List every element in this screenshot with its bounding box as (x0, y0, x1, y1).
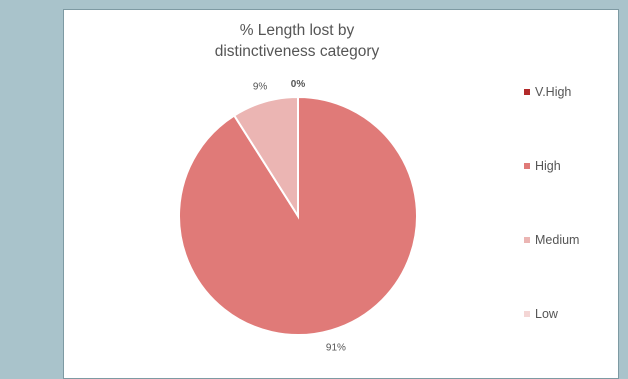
legend-item-v-high: V.High (524, 85, 571, 99)
pie-chart: 0% 91% 9% (178, 79, 418, 354)
legend-label-high: High (535, 159, 561, 173)
chart-title-line-2: distinctiveness category (214, 43, 380, 60)
chart-panel: % Length lost by distinctiveness categor… (63, 9, 619, 379)
legend-item-medium: Medium (524, 233, 579, 247)
legend-item-low: Low (524, 307, 558, 321)
legend-swatch-low (524, 310, 530, 317)
legend-swatch-v-high (524, 88, 530, 95)
data-label-high: 91% (326, 343, 346, 354)
legend-label-low: Low (535, 307, 558, 321)
chart-title: % Length lost by distinctiveness categor… (64, 20, 530, 62)
pie-slice-medium (232, 95, 299, 220)
chart-title-line-1: % Length lost by (239, 22, 355, 39)
legend-swatch-high (524, 162, 530, 169)
data-label-v-high: 0% (291, 79, 306, 90)
legend-swatch-medium (524, 236, 530, 243)
legend-item-high: High (524, 159, 561, 173)
legend-label-medium: Medium (535, 233, 580, 247)
legend-label-v-high: V.High (535, 85, 572, 99)
data-label-medium: 9% (253, 81, 268, 92)
